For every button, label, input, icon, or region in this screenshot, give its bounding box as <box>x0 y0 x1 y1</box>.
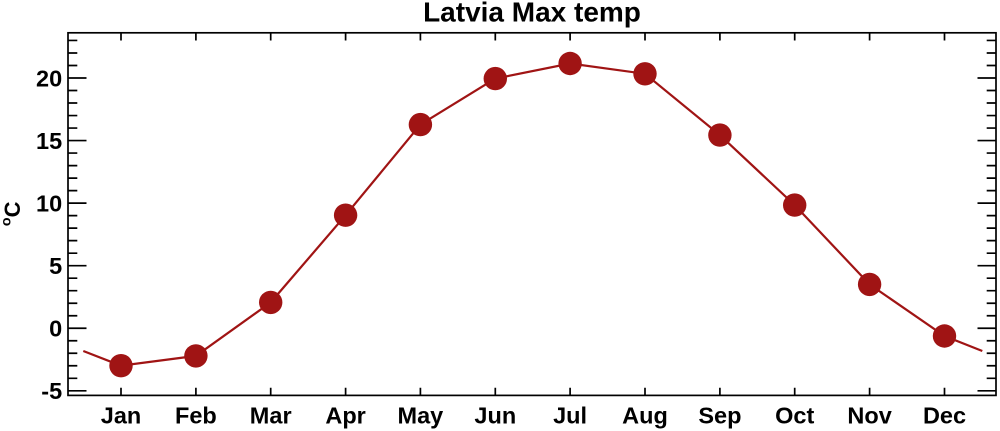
svg-text:-5: -5 <box>41 378 62 404</box>
svg-text:0: 0 <box>49 316 62 342</box>
svg-text:Nov: Nov <box>847 403 891 429</box>
svg-text:Jul: Jul <box>553 403 587 429</box>
svg-text:5: 5 <box>49 253 62 279</box>
svg-text:oC: oC <box>0 201 25 226</box>
svg-text:Latvia Max temp: Latvia Max temp <box>423 0 641 28</box>
svg-text:20: 20 <box>36 65 62 91</box>
svg-text:10: 10 <box>36 191 62 217</box>
svg-text:Feb: Feb <box>175 403 217 429</box>
svg-text:Sep: Sep <box>698 403 741 429</box>
svg-text:15: 15 <box>36 128 62 154</box>
svg-text:Mar: Mar <box>250 403 292 429</box>
svg-text:Dec: Dec <box>923 403 966 429</box>
svg-text:Jan: Jan <box>101 403 142 429</box>
svg-text:Apr: Apr <box>325 403 365 429</box>
svg-text:Aug: Aug <box>622 403 668 429</box>
svg-text:May: May <box>398 403 444 429</box>
svg-text:Oct: Oct <box>775 403 814 429</box>
svg-text:Jun: Jun <box>474 403 516 429</box>
